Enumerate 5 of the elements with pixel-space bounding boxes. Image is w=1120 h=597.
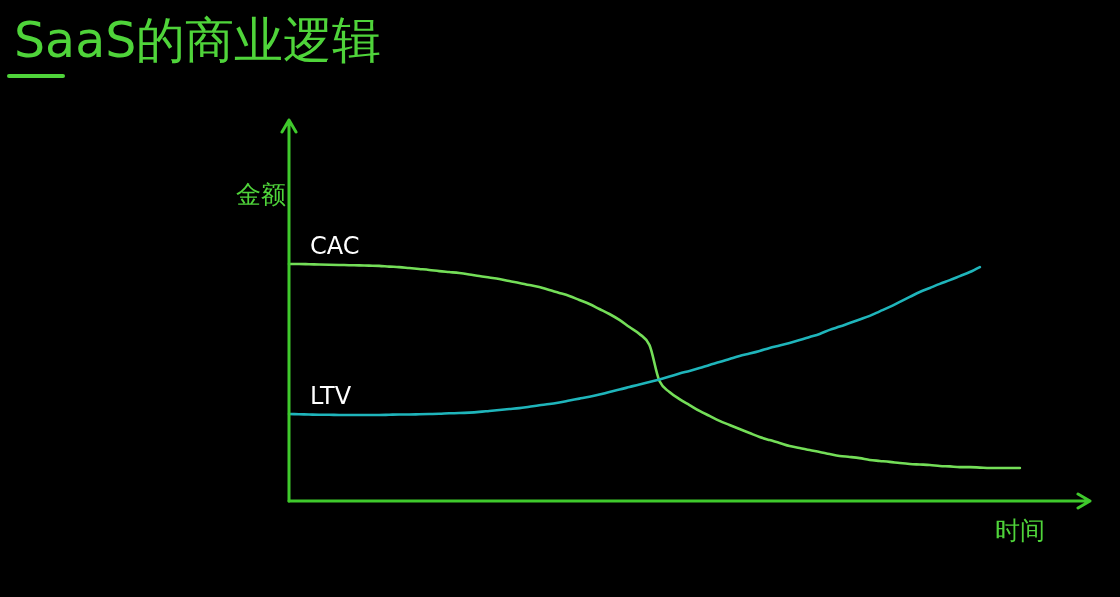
series-label: LTV — [310, 382, 352, 411]
x-axis-title: 时间 — [994, 515, 1045, 545]
y-axis-title: 金额 — [235, 179, 286, 209]
series-label: CAC — [310, 232, 360, 260]
chart-title: SaaS的商业逻辑 — [14, 12, 382, 69]
